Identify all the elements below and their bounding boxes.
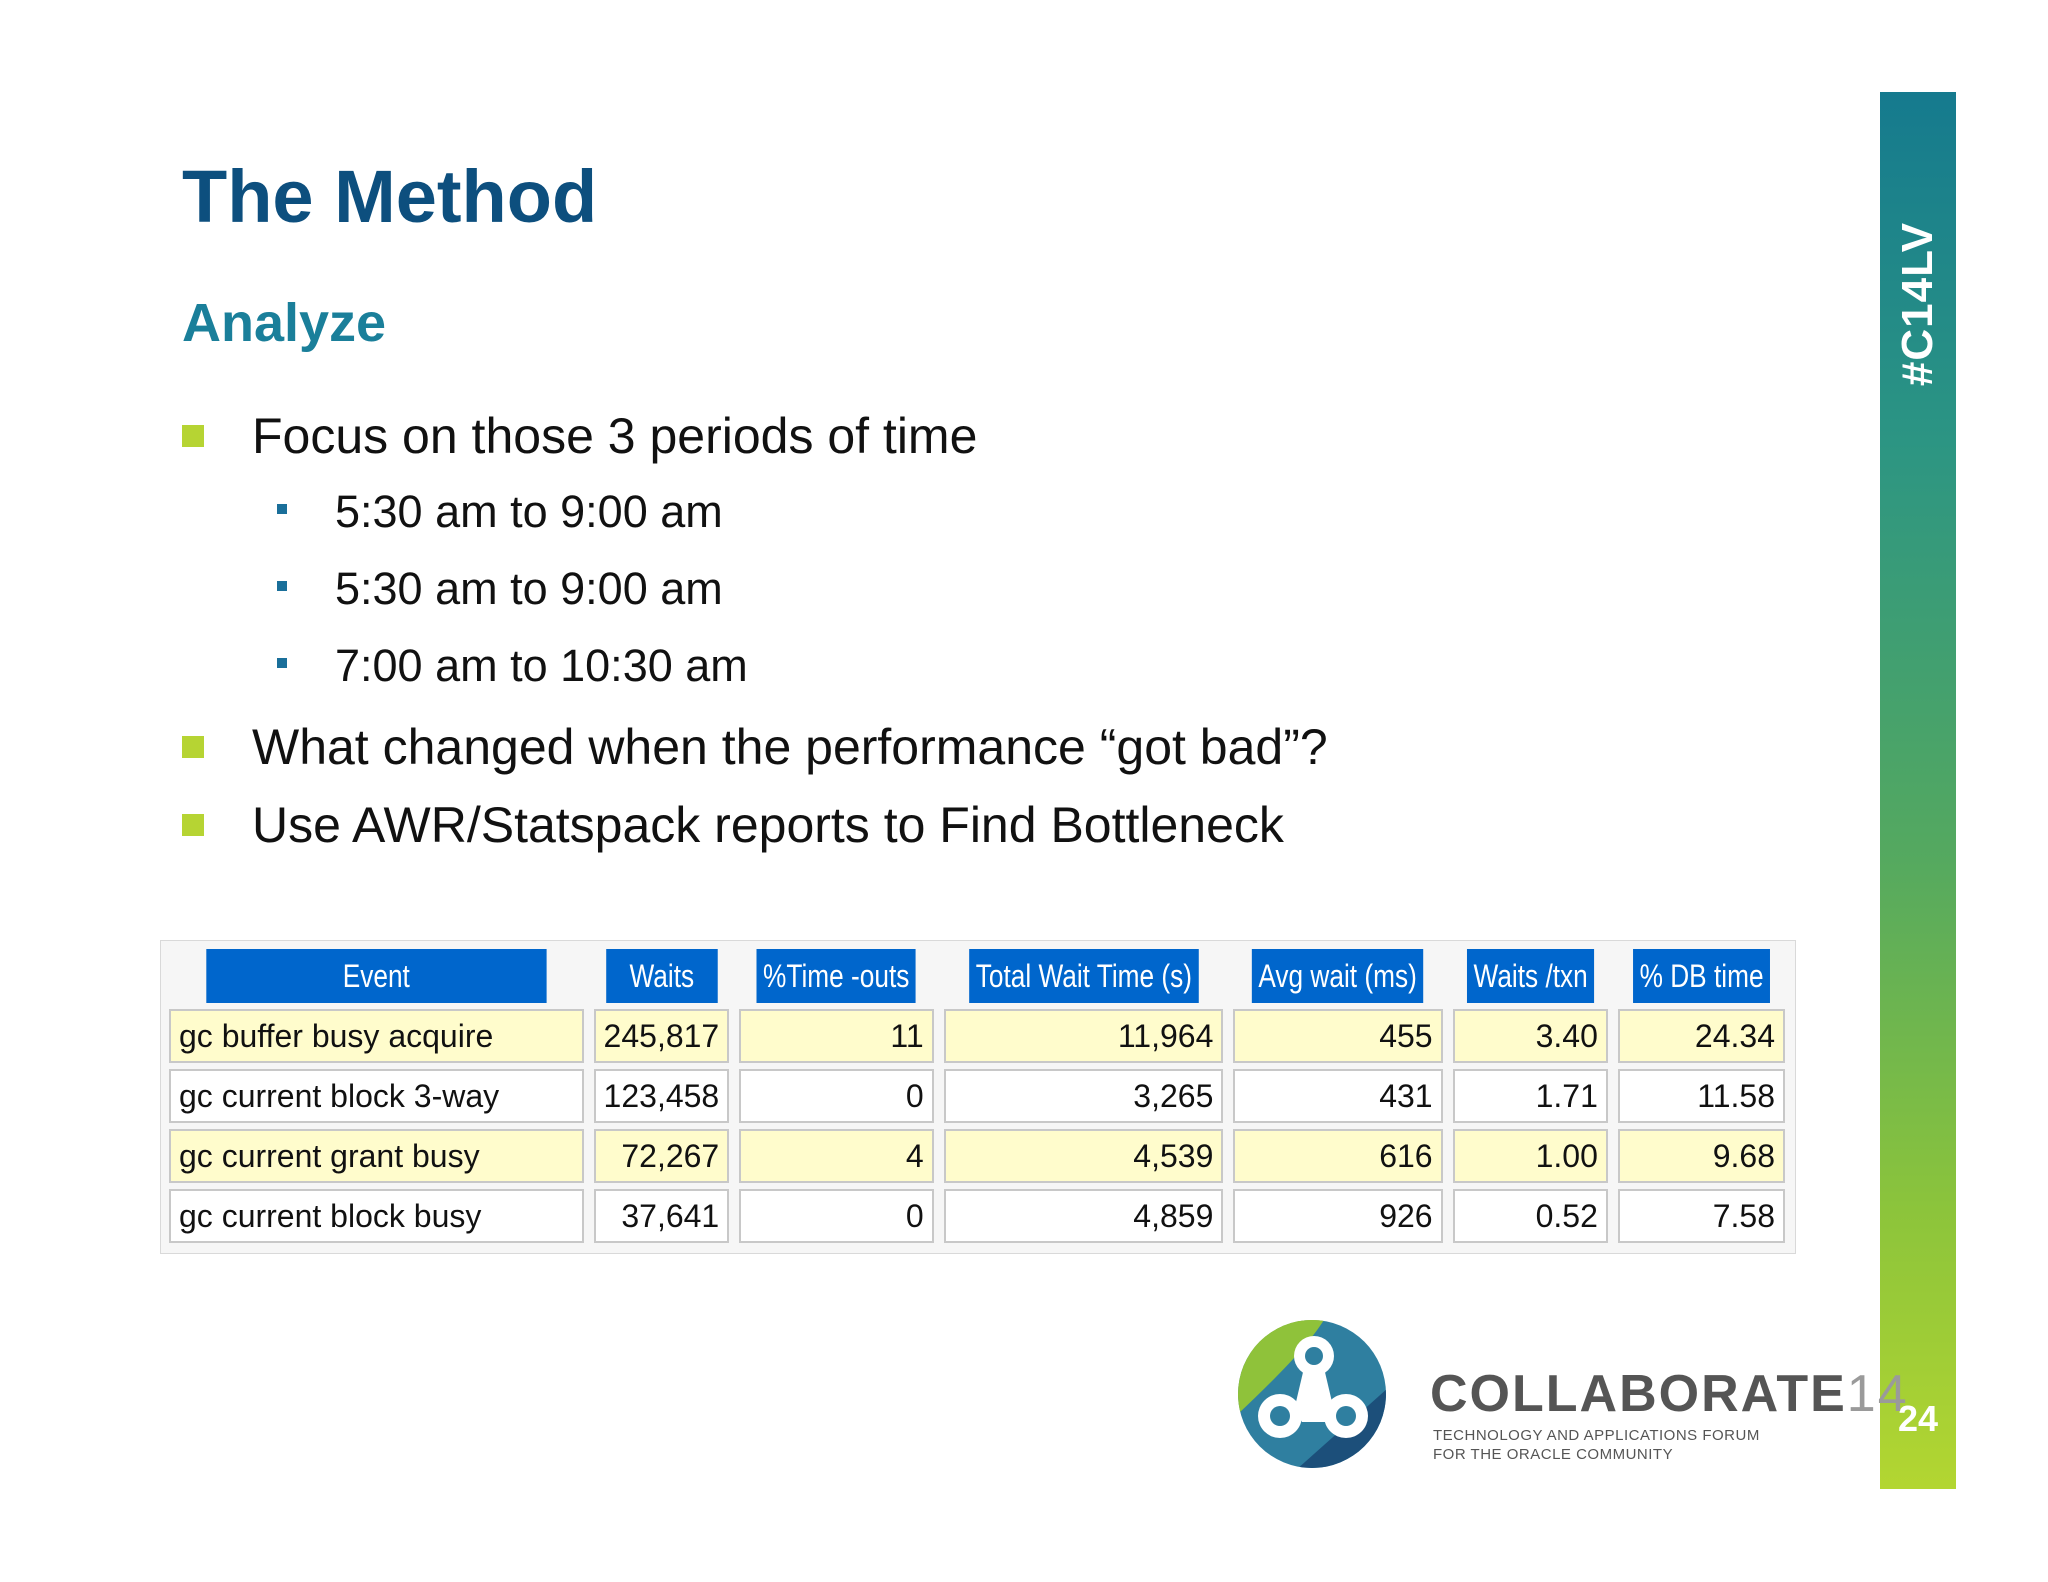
cell-db-time: 24.34 bbox=[1617, 1009, 1785, 1063]
column-header-event: Event bbox=[206, 949, 547, 1003]
slide-subtitle: Analyze bbox=[182, 293, 387, 353]
cell-avg-wait: 926 bbox=[1233, 1189, 1443, 1243]
small-square-bullet-icon bbox=[277, 504, 287, 514]
wait-events-table-panel: Event Waits %Time -outs Total Wait Time … bbox=[160, 940, 1796, 1254]
cell-waits-per-txn: 1.71 bbox=[1452, 1069, 1608, 1123]
wait-events-table: Event Waits %Time -outs Total Wait Time … bbox=[159, 943, 1795, 1249]
cell-db-time: 7.58 bbox=[1617, 1189, 1785, 1243]
cell-timeouts: 4 bbox=[739, 1129, 934, 1183]
small-square-bullet-icon bbox=[277, 658, 287, 668]
column-header-waits: Waits bbox=[605, 949, 718, 1003]
sub-bullet-text: 5:30 am to 9:00 am bbox=[335, 563, 723, 614]
cell-db-time: 9.68 bbox=[1617, 1129, 1785, 1183]
cell-avg-wait: 431 bbox=[1233, 1069, 1443, 1123]
collaborate-wordmark: COLLABORATE14 bbox=[1430, 1368, 1909, 1420]
square-bullet-icon bbox=[182, 814, 204, 836]
cell-db-time: 11.58 bbox=[1617, 1069, 1785, 1123]
logo-tagline-2: FOR THE ORACLE COMMUNITY bbox=[1433, 1446, 1674, 1463]
cell-waits: 245,817 bbox=[593, 1009, 730, 1063]
sub-bullet-text: 5:30 am to 9:00 am bbox=[335, 486, 723, 537]
cell-waits: 37,641 bbox=[593, 1189, 730, 1243]
column-header-timeouts: %Time -outs bbox=[756, 949, 917, 1003]
table-row: gc current block 3-way 123,458 0 3,265 4… bbox=[169, 1069, 1785, 1123]
cell-waits: 72,267 bbox=[593, 1129, 730, 1183]
cell-event: gc current grant busy bbox=[169, 1129, 584, 1183]
column-header-avg-wait: Avg wait (ms) bbox=[1252, 949, 1424, 1003]
wordmark-text: COLLABORATE bbox=[1430, 1365, 1847, 1423]
wordmark-number: 14 bbox=[1846, 1365, 1909, 1423]
cell-event: gc buffer busy acquire bbox=[169, 1009, 584, 1063]
collaborate-logo-icon bbox=[1238, 1320, 1386, 1468]
cell-timeouts: 11 bbox=[739, 1009, 934, 1063]
cell-timeouts: 0 bbox=[739, 1069, 934, 1123]
cell-total-wait-time: 3,265 bbox=[943, 1069, 1224, 1123]
column-header-total-wait-time: Total Wait Time (s) bbox=[968, 949, 1199, 1003]
table-row: gc buffer busy acquire 245,817 11 11,964… bbox=[169, 1009, 1785, 1063]
bullet-text: Use AWR/Statspack reports to Find Bottle… bbox=[252, 797, 1284, 853]
cell-avg-wait: 455 bbox=[1233, 1009, 1443, 1063]
cell-avg-wait: 616 bbox=[1233, 1129, 1443, 1183]
slide-title: The Method bbox=[182, 155, 598, 238]
bullet-text: What changed when the performance “got b… bbox=[252, 719, 1328, 775]
cell-waits: 123,458 bbox=[593, 1069, 730, 1123]
cell-timeouts: 0 bbox=[739, 1189, 934, 1243]
logo-tagline-1: TECHNOLOGY AND APPLICATIONS FORUM bbox=[1433, 1427, 1760, 1444]
bullet-text: Focus on those 3 periods of time bbox=[252, 408, 978, 464]
cell-waits-per-txn: 1.00 bbox=[1452, 1129, 1608, 1183]
cell-event: gc current block 3-way bbox=[169, 1069, 584, 1123]
sub-bullet-text: 7:00 am to 10:30 am bbox=[335, 640, 748, 691]
sidebar-bar: #C14LV 24 bbox=[1880, 92, 1956, 1489]
cell-total-wait-time: 4,539 bbox=[943, 1129, 1224, 1183]
square-bullet-icon bbox=[182, 736, 204, 758]
column-header-waits-per-txn: Waits /txn bbox=[1466, 949, 1594, 1003]
column-header-db-time: % DB time bbox=[1632, 949, 1770, 1003]
small-square-bullet-icon bbox=[277, 581, 287, 591]
cell-total-wait-time: 4,859 bbox=[943, 1189, 1224, 1243]
cell-waits-per-txn: 0.52 bbox=[1452, 1189, 1608, 1243]
table-header-row: Event Waits %Time -outs Total Wait Time … bbox=[169, 949, 1785, 1003]
cell-waits-per-txn: 3.40 bbox=[1452, 1009, 1608, 1063]
table-row: gc current block busy 37,641 0 4,859 926… bbox=[169, 1189, 1785, 1243]
page-number: 24 bbox=[1897, 1398, 1939, 1439]
table-row: gc current grant busy 72,267 4 4,539 616… bbox=[169, 1129, 1785, 1183]
cell-total-wait-time: 11,964 bbox=[943, 1009, 1224, 1063]
cell-event: gc current block busy bbox=[169, 1189, 584, 1243]
square-bullet-icon bbox=[182, 425, 204, 447]
hashtag-label: #C14LV bbox=[1893, 221, 1942, 387]
